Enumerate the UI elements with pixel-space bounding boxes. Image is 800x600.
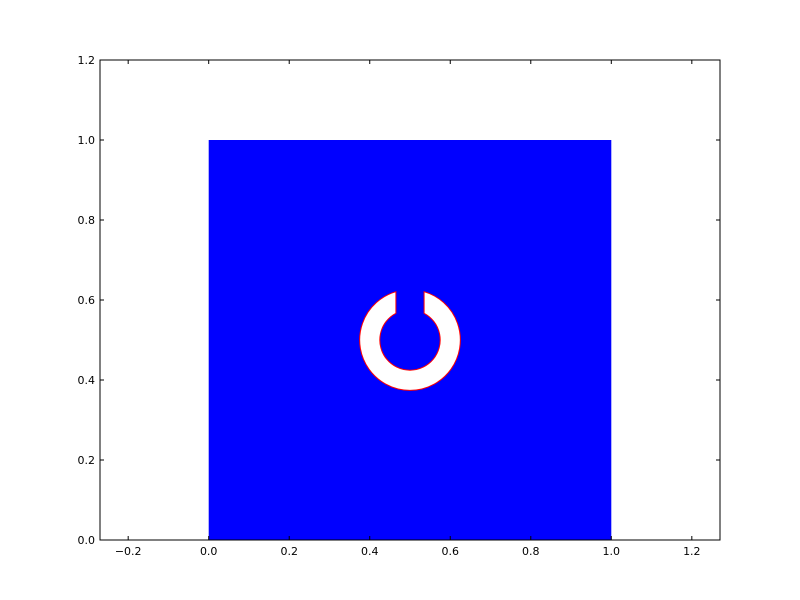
y-tick-label: 1.2 [78, 54, 96, 67]
x-tick-label: −0.2 [115, 545, 142, 558]
y-tick-label: 1.0 [78, 134, 96, 147]
y-tick-label: 0.4 [78, 374, 96, 387]
x-tick-label: 0.4 [361, 545, 379, 558]
y-tick-label: 0.6 [78, 294, 96, 307]
plot-area [208, 140, 612, 540]
y-tick-label: 0.2 [78, 454, 96, 467]
split-ring-hole [359, 291, 461, 391]
axes-frame [99, 59, 721, 541]
x-tick-label: 0.2 [280, 545, 298, 558]
x-tick-label: 0.8 [522, 545, 540, 558]
tick-labels: −0.2 0.0 0.2 0.4 0.6 0.8 1.0 1.2 0.0 0.2 0.4 0.6 0.8… [78, 54, 701, 558]
y-tick-label: 0.8 [78, 214, 96, 227]
blue-square-region [208, 140, 612, 540]
x-tick-label: 1.0 [603, 545, 621, 558]
x-tick-label: 1.2 [683, 545, 701, 558]
y-tick-label: 0.0 [78, 534, 96, 547]
x-tick-label: 0.6 [442, 545, 460, 558]
x-tick-label: 0.0 [200, 545, 218, 558]
